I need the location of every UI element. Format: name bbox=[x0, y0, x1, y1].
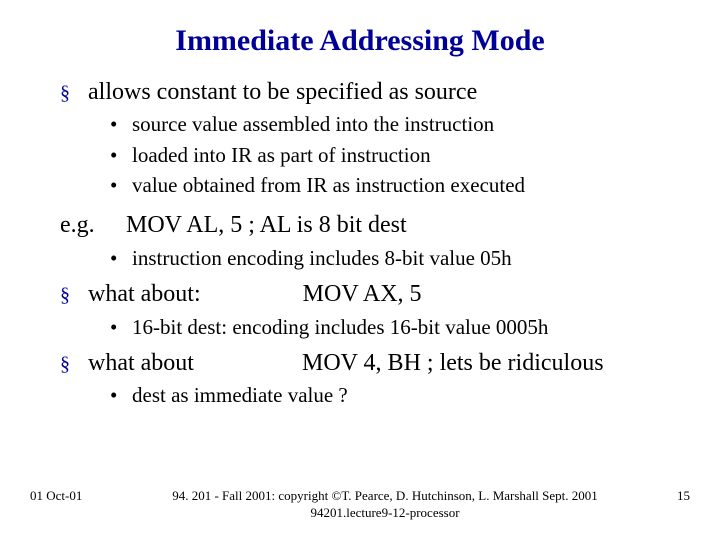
bullet-code: MOV 4, BH ; lets be ridiculous bbox=[302, 350, 604, 376]
example-code: MOV AL, 5 ; AL is 8 bit dest bbox=[126, 212, 407, 238]
bullet-level1: § what about: MOV AX, 5 bbox=[60, 278, 690, 310]
bullet-text: 16-bit dest: encoding includes 16-bit va… bbox=[132, 315, 548, 339]
square-bullet-icon: § bbox=[60, 80, 70, 107]
bullet-text: value obtained from IR as instruction ex… bbox=[132, 173, 525, 197]
dot-bullet-icon: • bbox=[110, 141, 117, 169]
bullet-text: allows constant to be specified as sourc… bbox=[88, 79, 477, 105]
bullet-text: dest as immediate value ? bbox=[132, 383, 348, 407]
dot-bullet-icon: • bbox=[110, 171, 117, 199]
square-bullet-icon: § bbox=[60, 282, 70, 309]
slide-title: Immediate Addressing Mode bbox=[30, 24, 690, 58]
slide-footer: 01 Oct-01 94. 201 - Fall 2001: copyright… bbox=[30, 488, 690, 522]
bullet-text: what about: bbox=[88, 281, 201, 307]
bullet-level2: • instruction encoding includes 8-bit va… bbox=[110, 244, 690, 272]
bullet-code: MOV AX, 5 bbox=[303, 281, 422, 307]
bullet-level2: • loaded into IR as part of instruction bbox=[110, 141, 690, 169]
footer-copyright: 94. 201 - Fall 2001: copyright ©T. Pearc… bbox=[120, 488, 650, 522]
bullet-level2: • value obtained from IR as instruction … bbox=[110, 171, 690, 199]
bullet-level2: • source value assembled into the instru… bbox=[110, 110, 690, 138]
slide-body: § allows constant to be specified as sou… bbox=[30, 76, 690, 410]
bullet-text: source value assembled into the instruct… bbox=[132, 112, 494, 136]
bullet-level1: § what about MOV 4, BH ; lets be ridicul… bbox=[60, 347, 690, 379]
example-label: e.g. bbox=[60, 209, 120, 241]
bullet-text: what about bbox=[88, 350, 194, 376]
bullet-text: loaded into IR as part of instruction bbox=[132, 143, 431, 167]
square-bullet-icon: § bbox=[60, 351, 70, 378]
example-line: e.g. MOV AL, 5 ; AL is 8 bit dest bbox=[60, 209, 690, 241]
bullet-level2: • 16-bit dest: encoding includes 16-bit … bbox=[110, 313, 690, 341]
bullet-level2: • dest as immediate value ? bbox=[110, 381, 690, 409]
footer-date: 01 Oct-01 bbox=[30, 488, 120, 504]
dot-bullet-icon: • bbox=[110, 244, 117, 272]
dot-bullet-icon: • bbox=[110, 381, 117, 409]
page-number: 15 bbox=[650, 488, 690, 504]
bullet-level1: § allows constant to be specified as sou… bbox=[60, 76, 690, 108]
dot-bullet-icon: • bbox=[110, 313, 117, 341]
dot-bullet-icon: • bbox=[110, 110, 117, 138]
bullet-text: instruction encoding includes 8-bit valu… bbox=[132, 246, 512, 270]
